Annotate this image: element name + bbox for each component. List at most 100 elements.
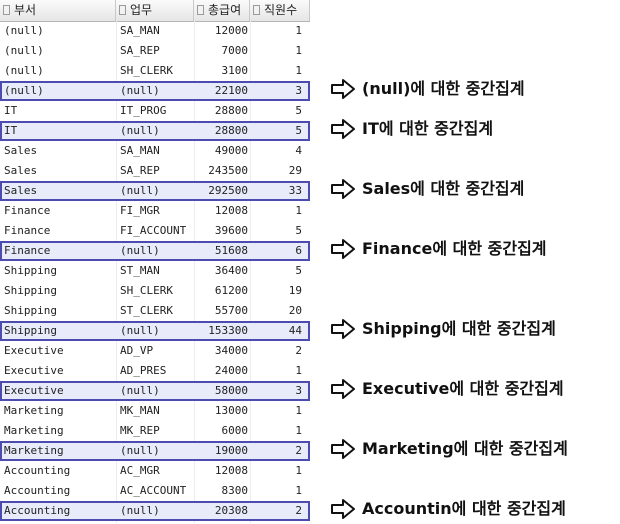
salary-cell[interactable]: 49000: [214, 144, 248, 157]
table-row[interactable]: Accounting AC_ACCOUNT 8300 1: [0, 481, 310, 501]
column-header-job[interactable]: 업무: [116, 0, 194, 21]
count-cell[interactable]: 5: [295, 264, 302, 277]
dept-cell[interactable]: IT: [4, 124, 18, 137]
job-cell[interactable]: (null): [120, 384, 160, 397]
salary-cell[interactable]: 51608: [214, 244, 248, 257]
dept-cell[interactable]: Shipping: [4, 284, 57, 297]
job-cell[interactable]: SH_CLERK: [120, 284, 173, 297]
job-cell[interactable]: (null): [120, 324, 160, 337]
job-cell[interactable]: (null): [120, 124, 160, 137]
table-row[interactable]: Sales SA_REP 243500 29: [0, 161, 310, 181]
sort-icon[interactable]: [197, 5, 204, 15]
dept-cell[interactable]: Finance: [4, 224, 51, 237]
job-cell[interactable]: (null): [120, 244, 160, 257]
subtotal-row[interactable]: Accounting (null) 20308 2: [0, 501, 310, 521]
job-cell[interactable]: AD_PRES: [120, 364, 167, 377]
job-cell[interactable]: SA_REP: [120, 44, 160, 57]
count-cell[interactable]: 5: [295, 224, 302, 237]
job-cell[interactable]: ST_MAN: [120, 264, 160, 277]
job-cell[interactable]: MK_REP: [120, 424, 160, 437]
salary-cell[interactable]: 243500: [208, 164, 248, 177]
table-row[interactable]: (null) SH_CLERK 3100 1: [0, 61, 310, 81]
count-cell[interactable]: 6: [295, 244, 302, 257]
count-cell[interactable]: 1: [295, 424, 302, 437]
table-row[interactable]: Executive AD_VP 34000 2: [0, 341, 310, 361]
count-cell[interactable]: 1: [295, 64, 302, 77]
salary-cell[interactable]: 19000: [214, 444, 248, 457]
table-row[interactable]: Shipping SH_CLERK 61200 19: [0, 281, 310, 301]
sort-icon[interactable]: [119, 5, 126, 15]
subtotal-row[interactable]: (null) (null) 22100 3: [0, 81, 310, 101]
subtotal-row[interactable]: Executive (null) 58000 3: [0, 381, 310, 401]
table-row[interactable]: Sales SA_MAN 49000 4: [0, 141, 310, 161]
salary-cell[interactable]: 12000: [214, 24, 248, 37]
count-cell[interactable]: 2: [295, 444, 302, 457]
count-cell[interactable]: 3: [295, 84, 302, 97]
dept-cell[interactable]: (null): [4, 24, 44, 37]
salary-cell[interactable]: 13000: [214, 404, 248, 417]
dept-cell[interactable]: Shipping: [4, 324, 57, 337]
dept-cell[interactable]: Executive: [4, 384, 64, 397]
table-row[interactable]: Shipping ST_MAN 36400 5: [0, 261, 310, 281]
dept-cell[interactable]: (null): [4, 44, 44, 57]
dept-cell[interactable]: (null): [4, 64, 44, 77]
salary-cell[interactable]: 61200: [214, 284, 248, 297]
dept-cell[interactable]: Sales: [4, 144, 38, 157]
count-cell[interactable]: 3: [295, 384, 302, 397]
column-header-salary[interactable]: 총급여: [194, 0, 250, 21]
count-cell[interactable]: 2: [295, 504, 302, 517]
dept-cell[interactable]: Shipping: [4, 264, 57, 277]
job-cell[interactable]: SH_CLERK: [120, 64, 173, 77]
dept-cell[interactable]: Finance: [4, 204, 51, 217]
count-cell[interactable]: 29: [288, 164, 302, 177]
salary-cell[interactable]: 6000: [221, 424, 249, 437]
dept-cell[interactable]: Executive: [4, 364, 64, 377]
job-cell[interactable]: ST_CLERK: [120, 304, 173, 317]
count-cell[interactable]: 33: [288, 184, 302, 197]
salary-cell[interactable]: 55700: [214, 304, 248, 317]
salary-cell[interactable]: 3100: [221, 64, 249, 77]
salary-cell[interactable]: 12008: [214, 464, 248, 477]
count-cell[interactable]: 1: [295, 484, 302, 497]
dept-cell[interactable]: Executive: [4, 344, 64, 357]
salary-cell[interactable]: 28800: [214, 104, 248, 117]
salary-cell[interactable]: 39600: [214, 224, 248, 237]
count-cell[interactable]: 1: [295, 464, 302, 477]
dept-cell[interactable]: (null): [4, 84, 44, 97]
count-cell[interactable]: 1: [295, 404, 302, 417]
job-cell[interactable]: MK_MAN: [120, 404, 160, 417]
dept-cell[interactable]: Shipping: [4, 304, 57, 317]
count-cell[interactable]: 1: [295, 44, 302, 57]
count-cell[interactable]: 5: [295, 124, 302, 137]
dept-cell[interactable]: Accounting: [4, 484, 71, 497]
subtotal-row[interactable]: IT (null) 28800 5: [0, 121, 310, 141]
salary-cell[interactable]: 24000: [214, 364, 248, 377]
count-cell[interactable]: 1: [295, 204, 302, 217]
count-cell[interactable]: 1: [295, 364, 302, 377]
table-row[interactable]: Accounting AC_MGR 12008 1: [0, 461, 310, 481]
dept-cell[interactable]: IT: [4, 104, 18, 117]
subtotal-row[interactable]: Shipping (null) 153300 44: [0, 321, 310, 341]
table-row[interactable]: Marketing MK_REP 6000 1: [0, 421, 310, 441]
salary-cell[interactable]: 7000: [221, 44, 249, 57]
count-cell[interactable]: 20: [288, 304, 302, 317]
salary-cell[interactable]: 12008: [214, 204, 248, 217]
job-cell[interactable]: SA_MAN: [120, 24, 160, 37]
job-cell[interactable]: AC_MGR: [120, 464, 160, 477]
job-cell[interactable]: FI_MGR: [120, 204, 160, 217]
job-cell[interactable]: FI_ACCOUNT: [120, 224, 187, 237]
salary-cell[interactable]: 34000: [214, 344, 248, 357]
job-cell[interactable]: AD_VP: [120, 344, 154, 357]
salary-cell[interactable]: 20308: [214, 504, 248, 517]
count-cell[interactable]: 2: [295, 344, 302, 357]
subtotal-row[interactable]: Finance (null) 51608 6: [0, 241, 310, 261]
table-row[interactable]: IT IT_PROG 28800 5: [0, 101, 310, 121]
count-cell[interactable]: 4: [295, 144, 302, 157]
column-header-dept[interactable]: 부서: [0, 0, 116, 21]
salary-cell[interactable]: 28800: [214, 124, 248, 137]
sort-icon[interactable]: [3, 5, 10, 15]
job-cell[interactable]: (null): [120, 84, 160, 97]
salary-cell[interactable]: 36400: [214, 264, 248, 277]
job-cell[interactable]: (null): [120, 444, 160, 457]
sort-icon[interactable]: [253, 5, 260, 15]
